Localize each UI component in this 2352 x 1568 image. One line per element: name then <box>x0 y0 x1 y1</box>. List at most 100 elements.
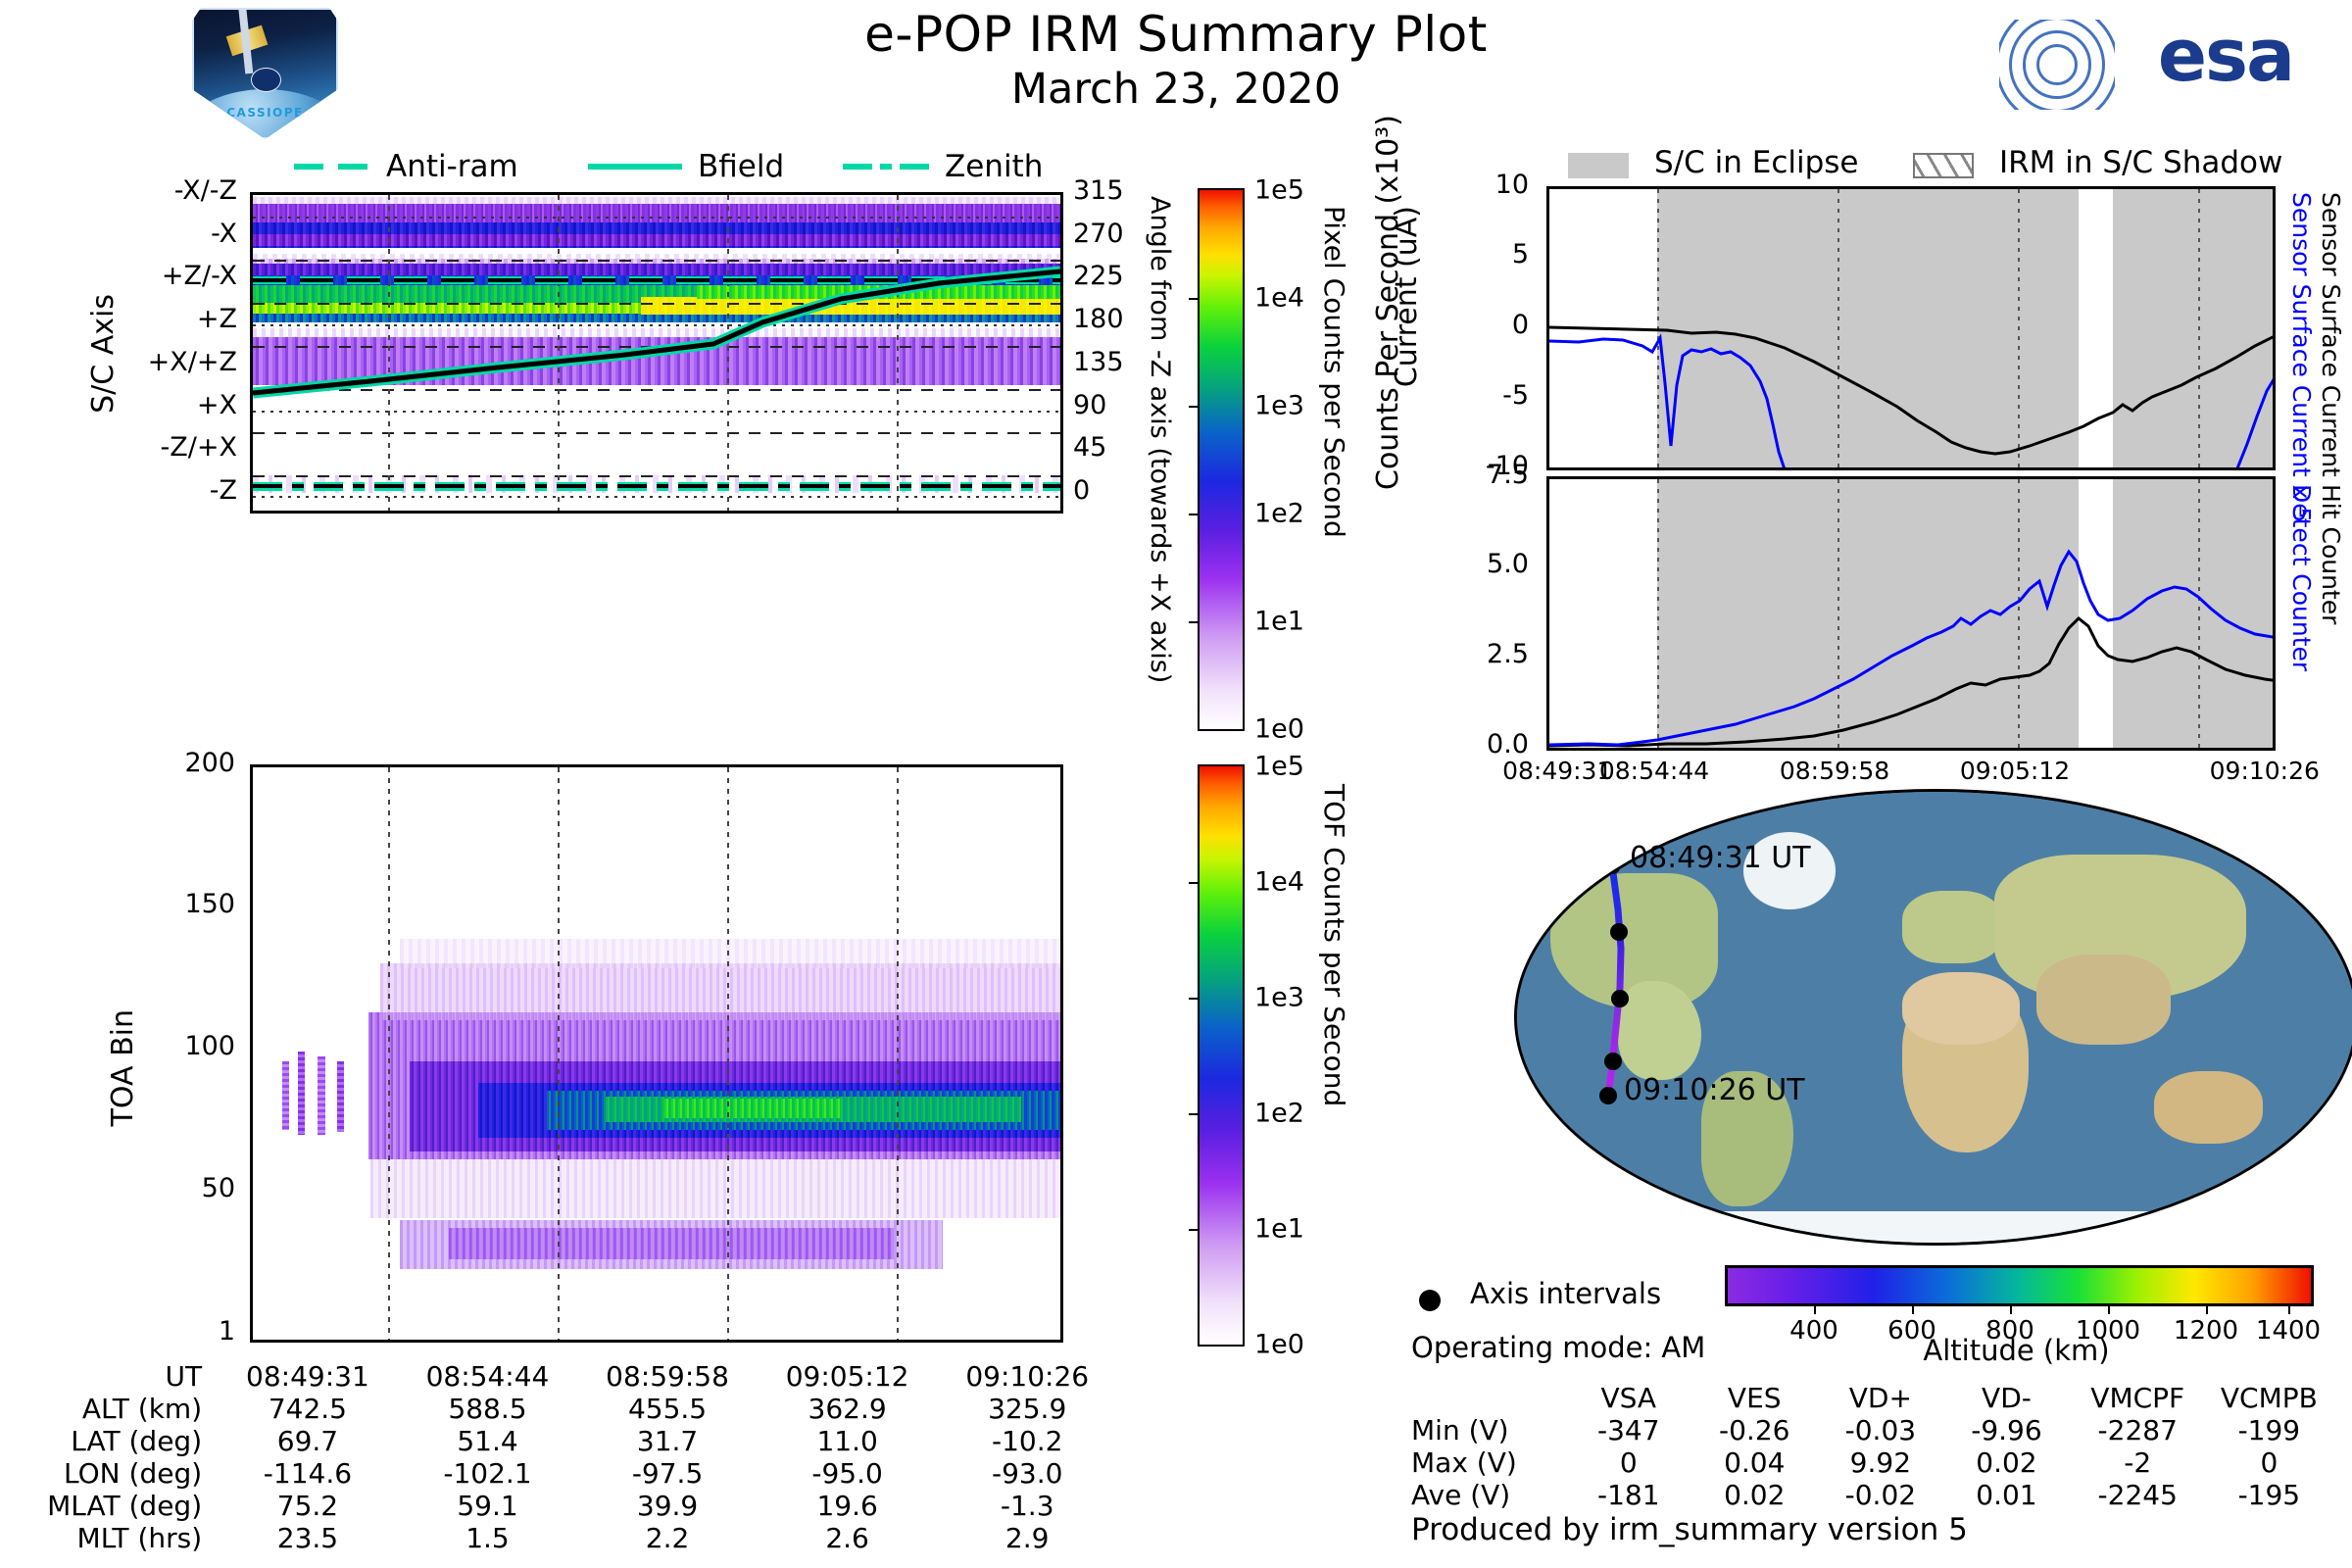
tof-counts-colorbar-label: TOF Counts per Second <box>1318 784 1350 1107</box>
track-marker <box>1604 1053 1622 1070</box>
line-legend: Anti-ram Bfield Zenith <box>294 149 1043 188</box>
xtick-label: 08:59:58 <box>1779 757 1890 785</box>
ytick-label-right: 135 <box>1073 347 1124 377</box>
ytick-label: 150 <box>184 889 235 919</box>
colorbar-tick-label: 1e0 <box>1254 713 1304 745</box>
cell: 742.5 <box>268 1393 347 1425</box>
colorbar-tick-label: 1e2 <box>1254 1098 1304 1129</box>
counts-panel[interactable] <box>1546 476 2276 751</box>
table-header-row: VSA VES VD+ VD- VMCPF VCMPB <box>1411 1382 2332 1414</box>
cell: 2.2 <box>645 1522 690 1554</box>
ground-track-map[interactable]: 08:49:31 UT 09:10:26 UT <box>1514 789 2352 1246</box>
ytick-label-right: 180 <box>1073 304 1124 334</box>
sc-axis-spectrogram[interactable] <box>250 192 1063 514</box>
cell: 08:49:31 <box>246 1360 369 1393</box>
cell: 09:10:26 <box>965 1360 1090 1393</box>
ytick-label: -10 <box>1485 451 1529 481</box>
cell: 0.01 <box>1976 1479 2037 1511</box>
altitude-tick-label: 1000 <box>2075 1316 2141 1346</box>
legend-label-zenith: Zenith <box>945 149 1044 184</box>
ephemeris-table: UT 08:49:31 08:54:44 08:59:58 09:05:12 0… <box>39 1360 1117 1554</box>
cell: 455.5 <box>627 1393 708 1425</box>
ytick-label: 50 <box>201 1173 235 1203</box>
ytick-label: 100 <box>184 1031 235 1061</box>
row-label: UT <box>165 1360 203 1393</box>
axis-intervals-label: Axis intervals <box>1470 1277 1662 1310</box>
row-label: LAT (deg) <box>71 1425 203 1457</box>
row-label: MLT (hrs) <box>76 1522 203 1554</box>
zenith-dash-2-icon <box>900 164 929 170</box>
cell: -114.6 <box>263 1457 353 1490</box>
cell: 51.4 <box>457 1425 518 1457</box>
cell: -97.5 <box>631 1457 704 1490</box>
ytick-label: 0.0 <box>1487 729 1529 760</box>
anti-ram-dash-1-icon <box>294 164 323 170</box>
sensor-surface-current-x5-line <box>1549 333 1786 467</box>
table-row: Min (V) -347 -0.26 -0.03 -9.96 -2287 -19… <box>1411 1414 2332 1446</box>
xtick-label: 09:05:12 <box>1959 757 2071 785</box>
row-label: Min (V) <box>1411 1414 1509 1446</box>
cell: -102.1 <box>443 1457 532 1490</box>
cell: 325.9 <box>988 1393 1067 1425</box>
page-title: e-POP IRM Summary Plot <box>864 6 1488 63</box>
current-ytick-labels: 10 5 0 -5 -10 <box>1431 170 1539 481</box>
cell: 11.0 <box>816 1425 878 1457</box>
right-panel-xtick-labels: 08:49:31 08:54:44 08:59:58 09:05:12 09:1… <box>1502 757 2320 796</box>
column-header: VD- <box>1982 1382 2032 1414</box>
pixel-counts-colorbar-label: Pixel Counts per Second <box>1318 206 1350 538</box>
ytick-label: 1 <box>218 1316 235 1347</box>
column-header: VMCPF <box>2090 1382 2185 1414</box>
cell: -0.03 <box>1844 1414 1917 1446</box>
cell: -2245 <box>2097 1479 2178 1511</box>
ytick-label: +Z/-X <box>161 261 237 291</box>
toa-bin-spectrogram[interactable] <box>250 764 1063 1343</box>
cell: 31.7 <box>636 1425 699 1457</box>
ytick-label: -Z <box>209 475 237 506</box>
current-panel[interactable] <box>1546 186 2276 470</box>
column-header: VES <box>1727 1382 1782 1414</box>
cell: -195 <box>2237 1479 2301 1511</box>
ytick-label: -X/-Z <box>173 175 237 206</box>
colorbar-tick-label: 1e3 <box>1254 390 1304 421</box>
ytick-label: -5 <box>1502 380 1529 411</box>
column-header: VD+ <box>1848 1382 1912 1414</box>
cell: 2.9 <box>1004 1522 1050 1554</box>
angle-ytick-labels: 0 45 90 135 180 225 270 315 <box>1073 175 1161 514</box>
zenith-dot-icon <box>880 164 892 170</box>
ytick-label: 5.0 <box>1487 549 1529 579</box>
cell: 39.9 <box>636 1490 699 1522</box>
ytick-label-right: 0 <box>1073 475 1091 506</box>
cell: 0 <box>1619 1446 1638 1479</box>
cell: 08:59:58 <box>606 1360 729 1393</box>
table-row: Ave (V) -181 0.02 -0.02 0.01 -2245 -195 <box>1411 1479 2332 1511</box>
counts-series <box>1549 549 2273 748</box>
altitude-tick-label: 400 <box>1789 1316 1838 1346</box>
colorbar-tick-label: 1e2 <box>1254 498 1304 529</box>
altitude-colorbar-label: Altitude (km) <box>1923 1334 2110 1367</box>
ytick-label: +Z <box>196 304 237 334</box>
table-row: ALT (km) 742.5 588.5 455.5 362.9 325.9 <box>39 1393 1117 1425</box>
row-label: Ave (V) <box>1411 1479 1511 1511</box>
cell: -0.26 <box>1719 1414 1790 1446</box>
column-header: VCMPB <box>2220 1382 2318 1414</box>
produced-by-footer: Produced by irm_summary version 5 <box>1411 1512 1968 1547</box>
toa-bin-ylabel: TOA Bin <box>106 1009 140 1127</box>
row-label: MLAT (deg) <box>47 1490 203 1522</box>
current-series <box>1549 325 2273 467</box>
cell: -347 <box>1596 1414 1660 1446</box>
esa-wordmark: esa <box>2157 14 2295 98</box>
sc-axis-ytick-labels: -X/-Z -X +Z/-X +Z +X/+Z +X -Z/+X -Z <box>127 175 245 514</box>
track-marker <box>1599 1087 1617 1104</box>
cell: 09:05:12 <box>785 1360 909 1393</box>
cell: 0.02 <box>1976 1446 2037 1479</box>
bfield-overlay-line <box>253 266 1060 399</box>
ytick-label: 5 <box>1511 239 1529 270</box>
colorbar-tick-label: 1e5 <box>1254 174 1304 206</box>
zenith-overlay-core <box>253 484 1060 488</box>
ytick-label: -X <box>211 219 237 249</box>
world-map <box>1514 789 2352 1246</box>
row-label: ALT (km) <box>81 1393 203 1425</box>
xtick-label: 08:54:44 <box>1598 757 1710 785</box>
counts-right-label-blue: Detect Counter <box>2287 484 2316 672</box>
bfield-line-icon <box>588 164 682 170</box>
